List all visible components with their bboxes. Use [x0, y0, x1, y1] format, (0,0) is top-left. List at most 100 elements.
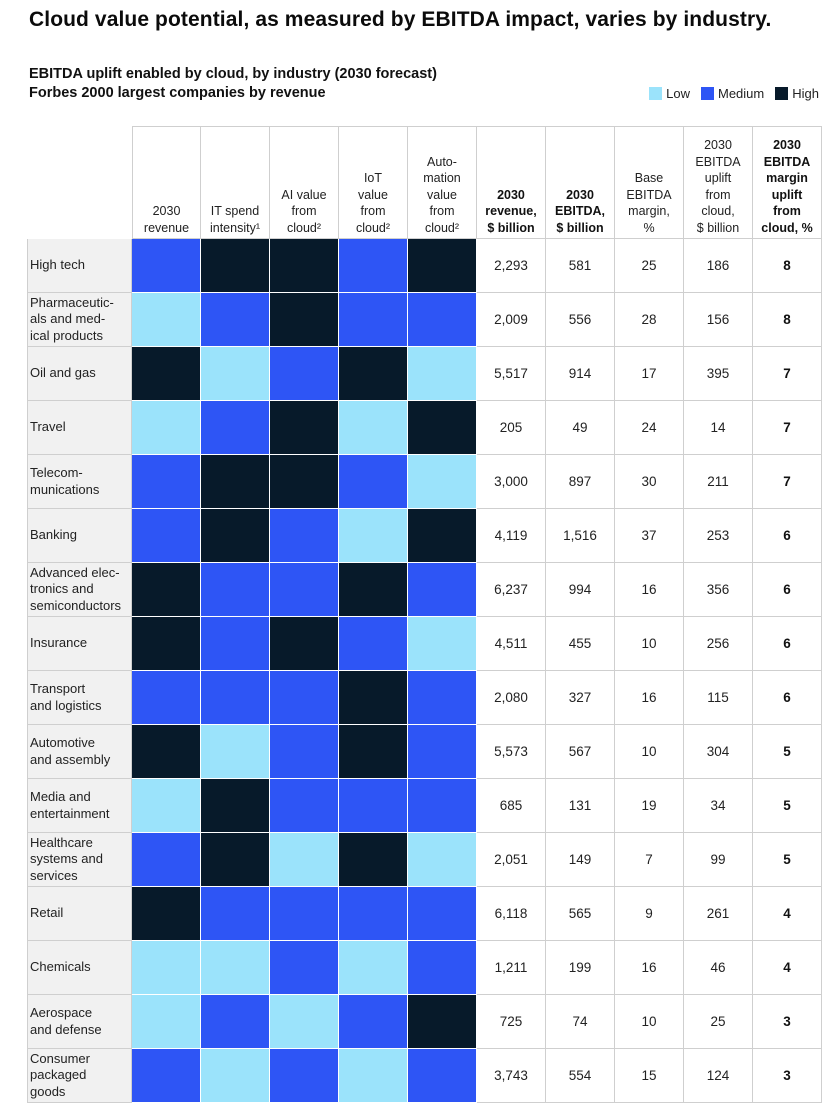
row-label: Transport and logistics	[27, 671, 132, 725]
value-cell-margin-uplift: 5	[753, 725, 822, 779]
row-label: Oil and gas	[27, 347, 132, 401]
legend-label: High	[792, 86, 819, 101]
value-cell-base-margin: 16	[615, 671, 684, 725]
rating-cell-high	[132, 617, 201, 671]
row-label: Advanced elec- tronics and semiconductor…	[27, 563, 132, 617]
rating-cell-low	[270, 833, 339, 887]
rating-cell-low	[132, 941, 201, 995]
value-cell-margin-uplift: 7	[753, 347, 822, 401]
value-cell-uplift: 34	[684, 779, 753, 833]
rating-cell-high	[201, 455, 270, 509]
value-cell-ebitda: 74	[546, 995, 615, 1049]
value-cell-revenue: 6,118	[477, 887, 546, 941]
rating-cell-medium	[339, 779, 408, 833]
rating-cell-low	[339, 401, 408, 455]
rating-cell-medium	[408, 941, 477, 995]
value-cell-uplift: 256	[684, 617, 753, 671]
row-label: Automotive and assembly	[27, 725, 132, 779]
column-header: AI value from cloud²	[270, 126, 339, 239]
value-cell-revenue: 5,573	[477, 725, 546, 779]
column-header: IT spend intensity¹	[201, 126, 270, 239]
value-cell-base-margin: 7	[615, 833, 684, 887]
value-cell-uplift: 211	[684, 455, 753, 509]
page-title: Cloud value potential, as measured by EB…	[29, 8, 772, 31]
rating-cell-medium	[270, 347, 339, 401]
legend-swatch	[701, 87, 714, 100]
value-cell-revenue: 725	[477, 995, 546, 1049]
value-cell-margin-uplift: 7	[753, 401, 822, 455]
rating-cell-high	[408, 509, 477, 563]
value-cell-uplift: 253	[684, 509, 753, 563]
rating-cell-low	[201, 1049, 270, 1103]
rating-cell-high	[339, 833, 408, 887]
rating-cell-high	[339, 725, 408, 779]
rating-cell-high	[339, 671, 408, 725]
rating-cell-high	[201, 833, 270, 887]
value-cell-margin-uplift: 6	[753, 671, 822, 725]
rating-cell-high	[270, 401, 339, 455]
rating-cell-low	[132, 779, 201, 833]
row-label: Retail	[27, 887, 132, 941]
value-cell-margin-uplift: 6	[753, 617, 822, 671]
value-cell-uplift: 261	[684, 887, 753, 941]
rating-cell-low	[201, 347, 270, 401]
value-cell-revenue: 5,517	[477, 347, 546, 401]
rating-cell-medium	[270, 1049, 339, 1103]
rating-cell-high	[132, 563, 201, 617]
row-label: High tech	[27, 239, 132, 293]
rating-cell-medium	[339, 293, 408, 347]
value-cell-ebitda: 1,516	[546, 509, 615, 563]
subtitle-line-1: EBITDA uplift enabled by cloud, by indus…	[29, 66, 437, 82]
rating-cell-medium	[201, 887, 270, 941]
value-cell-ebitda: 567	[546, 725, 615, 779]
value-cell-uplift: 25	[684, 995, 753, 1049]
rating-cell-medium	[132, 671, 201, 725]
legend-swatch	[649, 87, 663, 100]
value-cell-uplift: 186	[684, 239, 753, 293]
value-cell-ebitda: 914	[546, 347, 615, 401]
value-cell-uplift: 99	[684, 833, 753, 887]
column-header: 2030 revenue	[132, 126, 201, 239]
rating-cell-medium	[201, 995, 270, 1049]
value-cell-margin-uplift: 4	[753, 941, 822, 995]
value-cell-uplift: 14	[684, 401, 753, 455]
value-cell-revenue: 2,009	[477, 293, 546, 347]
value-cell-uplift: 46	[684, 941, 753, 995]
legend-item-high: High	[775, 86, 819, 101]
rating-cell-high	[132, 887, 201, 941]
rating-cell-high	[270, 239, 339, 293]
rating-cell-high	[132, 725, 201, 779]
value-cell-margin-uplift: 5	[753, 779, 822, 833]
value-cell-ebitda: 455	[546, 617, 615, 671]
rating-cell-medium	[339, 455, 408, 509]
column-header: Base EBITDA margin, %	[615, 126, 684, 239]
value-cell-uplift: 124	[684, 1049, 753, 1103]
value-cell-uplift: 395	[684, 347, 753, 401]
value-cell-base-margin: 17	[615, 347, 684, 401]
row-label: Media and entertainment	[27, 779, 132, 833]
rating-cell-medium	[339, 887, 408, 941]
legend-label: Medium	[718, 86, 765, 101]
value-cell-revenue: 205	[477, 401, 546, 455]
rating-cell-medium	[201, 617, 270, 671]
rating-cell-high	[408, 239, 477, 293]
value-cell-revenue: 6,237	[477, 563, 546, 617]
row-label: Healthcare systems and services	[27, 833, 132, 887]
value-cell-base-margin: 10	[615, 725, 684, 779]
row-label: Aerospace and defense	[27, 995, 132, 1049]
legend: Low Medium High	[638, 86, 819, 101]
column-header: IoT value from cloud²	[339, 126, 408, 239]
value-cell-ebitda: 149	[546, 833, 615, 887]
row-label: Insurance	[27, 617, 132, 671]
rating-cell-medium	[132, 1049, 201, 1103]
rating-cell-low	[408, 347, 477, 401]
value-cell-base-margin: 16	[615, 941, 684, 995]
value-cell-ebitda: 49	[546, 401, 615, 455]
value-cell-ebitda: 554	[546, 1049, 615, 1103]
rating-cell-medium	[339, 995, 408, 1049]
rating-cell-medium	[408, 293, 477, 347]
rating-cell-high	[132, 347, 201, 401]
rating-cell-medium	[132, 509, 201, 563]
rating-cell-medium	[132, 833, 201, 887]
rating-cell-high	[339, 563, 408, 617]
